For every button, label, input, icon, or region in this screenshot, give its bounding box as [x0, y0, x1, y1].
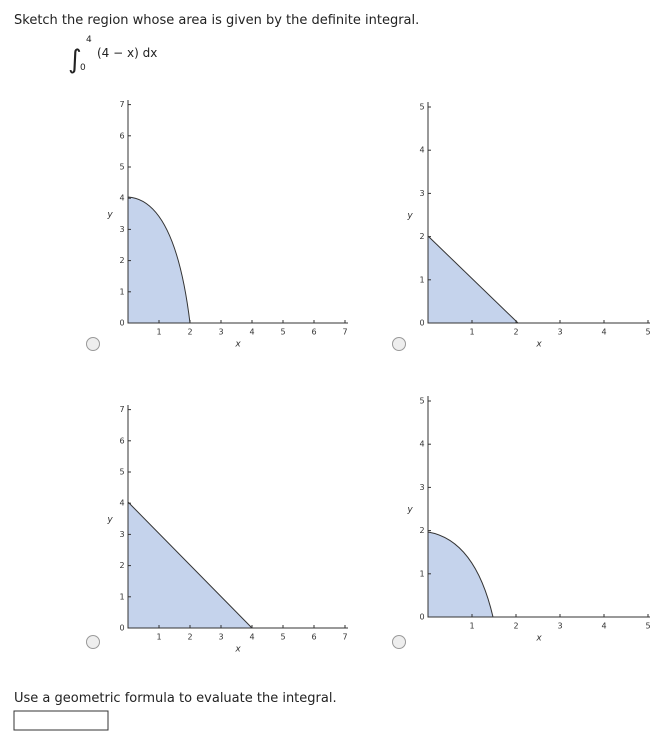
- region: [127, 500, 254, 629]
- y-tick-label: 4: [419, 440, 424, 449]
- y-axis-label: y: [106, 515, 113, 525]
- x-tick-label: 2: [513, 328, 518, 337]
- integral-sign: ∫: [68, 45, 82, 75]
- x-tick-label: 5: [645, 328, 650, 337]
- x-tick-label: 1: [469, 622, 474, 631]
- x-tick-label: 2: [513, 622, 518, 631]
- y-axis-label: y: [406, 211, 413, 221]
- x-tick-label: 7: [342, 633, 347, 642]
- y-tick-label: 5: [419, 397, 424, 406]
- question-prompt: Sketch the region whose area is given by…: [14, 13, 419, 28]
- y-tick-label: 5: [119, 163, 124, 172]
- x-tick-label: 2: [187, 328, 192, 337]
- y-tick-label: 0: [419, 319, 424, 328]
- y-tick-label: 4: [119, 194, 124, 203]
- y-tick-label: 7: [119, 405, 124, 414]
- x-tick-label: 3: [557, 328, 562, 337]
- y-tick-label: 3: [119, 225, 124, 234]
- x-tick-label: 6: [311, 633, 316, 642]
- x-tick-label: 1: [156, 328, 161, 337]
- x-tick-label: 4: [601, 328, 606, 337]
- y-tick-label: 7: [119, 100, 124, 109]
- region: [427, 531, 494, 618]
- y-tick-label: 2: [419, 526, 424, 535]
- followup-prompt: Use a geometric formula to evaluate the …: [14, 691, 337, 706]
- y-tick-label: 1: [419, 569, 424, 578]
- y-tick-label: 5: [419, 103, 424, 112]
- x-tick-label: 3: [557, 622, 562, 631]
- x-axis-label: x: [535, 340, 542, 350]
- x-tick-label: 5: [280, 328, 285, 337]
- y-tick-label: 3: [119, 530, 124, 539]
- y-axis-label: y: [406, 505, 413, 515]
- x-tick-label: 4: [601, 622, 606, 631]
- region: [427, 234, 520, 324]
- y-tick-label: 0: [419, 613, 424, 622]
- integral-upper: 4: [86, 35, 92, 45]
- y-tick-label: 6: [119, 436, 124, 445]
- region: [127, 196, 191, 324]
- x-tick-label: 5: [280, 633, 285, 642]
- x-tick-label: 4: [249, 633, 254, 642]
- y-tick-label: 1: [419, 275, 424, 284]
- y-tick-label: 1: [119, 592, 124, 601]
- y-tick-label: 5: [119, 468, 124, 477]
- x-axis-label: x: [234, 645, 241, 655]
- x-tick-label: 1: [469, 328, 474, 337]
- radio-button[interactable]: [86, 635, 100, 649]
- integrand: (4 − x) dx: [97, 46, 157, 60]
- y-tick-label: 3: [419, 483, 424, 492]
- x-tick-label: 1: [156, 633, 161, 642]
- y-tick-label: 4: [419, 146, 424, 155]
- y-tick-label: 4: [119, 499, 124, 508]
- x-tick-label: 3: [218, 633, 223, 642]
- y-tick-label: 6: [119, 131, 124, 140]
- x-tick-label: 7: [342, 328, 347, 337]
- y-tick-label: 1: [119, 287, 124, 296]
- y-axis-label: y: [106, 210, 113, 220]
- y-tick-label: 2: [119, 256, 124, 265]
- integral-lower: 0: [80, 63, 86, 73]
- x-axis-label: x: [535, 634, 542, 644]
- y-tick-label: 0: [119, 319, 124, 328]
- y-tick-label: 2: [419, 232, 424, 241]
- radio-button[interactable]: [86, 337, 100, 351]
- y-tick-label: 3: [419, 189, 424, 198]
- x-axis-label: x: [234, 340, 241, 350]
- radio-button[interactable]: [392, 337, 406, 351]
- y-tick-label: 2: [119, 561, 124, 570]
- y-tick-label: 0: [119, 624, 124, 633]
- x-tick-label: 6: [311, 328, 316, 337]
- radio-button[interactable]: [392, 635, 406, 649]
- answer-input[interactable]: [13, 710, 109, 731]
- x-tick-label: 4: [249, 328, 254, 337]
- x-tick-label: 2: [187, 633, 192, 642]
- x-tick-label: 3: [218, 328, 223, 337]
- x-tick-label: 5: [645, 622, 650, 631]
